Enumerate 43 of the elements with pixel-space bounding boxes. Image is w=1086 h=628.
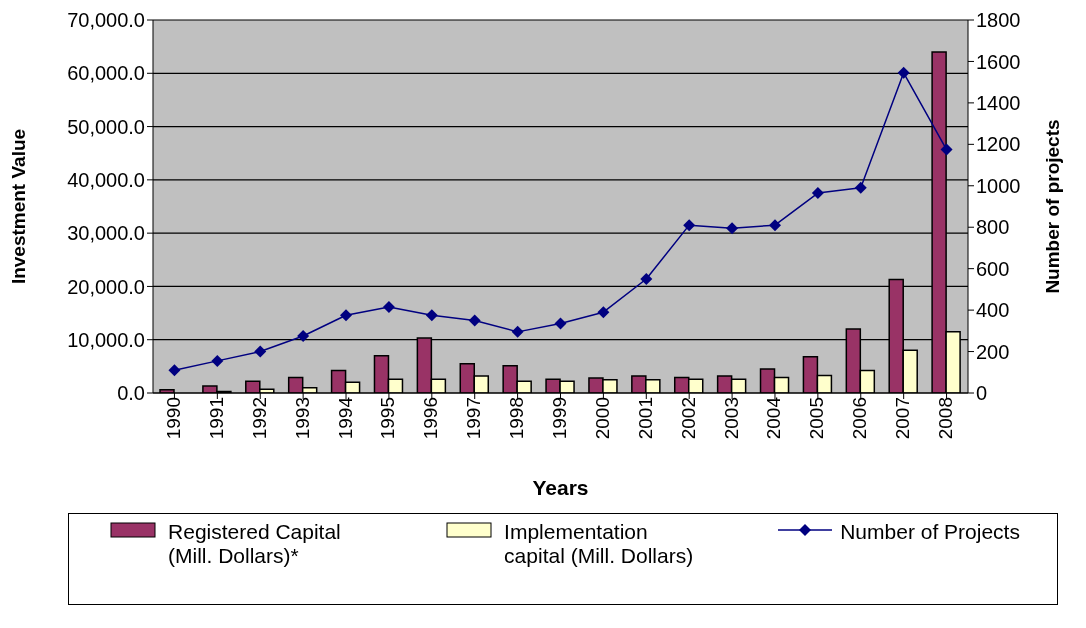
x-tick-label: 1993 <box>291 397 313 440</box>
x-tick-label: 2004 <box>763 396 785 440</box>
legend-label: Implementation capital (Mill. Dollars) <box>504 520 695 568</box>
y-tick-label: 20,000.0 <box>67 275 145 298</box>
x-tick-label: 1998 <box>506 397 528 440</box>
y2-tick-label: 600 <box>976 257 1010 280</box>
y2-tick-label: 200 <box>976 340 1010 363</box>
x-tick-label: 1991 <box>205 397 227 440</box>
legend-label: Registered Capital (Mill. Dollars)* <box>168 520 342 568</box>
y2-tick-label: 1800 <box>976 9 1021 32</box>
x-tick-label: 2005 <box>806 397 828 440</box>
x-tick-label: 1997 <box>463 397 485 440</box>
y-tick-label: 0.0 <box>117 382 145 405</box>
x-axis-title: Years <box>532 476 589 499</box>
x-tick-label: 2006 <box>849 397 871 440</box>
x-tick-label: 2008 <box>935 397 957 440</box>
y-axis-title: Investment Value <box>7 128 29 285</box>
y-tick-label: 10,000.0 <box>67 328 145 351</box>
y2-tick-label: 1000 <box>976 174 1021 197</box>
y2-tick-label: 0 <box>976 382 988 405</box>
y-tick-label: 60,000.0 <box>67 62 145 85</box>
x-tick-label: 2002 <box>677 397 699 440</box>
x-tick-label: 1999 <box>548 397 570 440</box>
x-tick-label: 1996 <box>420 397 442 440</box>
x-tick-label: 1994 <box>334 396 356 440</box>
y-tick-label: 50,000.0 <box>67 115 145 138</box>
y2-tick-label: 800 <box>976 216 1010 239</box>
y2-tick-label: 400 <box>976 299 1010 322</box>
x-tick-label: 2003 <box>720 397 742 440</box>
y2-tick-label: 1200 <box>976 133 1021 156</box>
y-tick-label: 40,000.0 <box>67 168 145 191</box>
x-tick-label: 1992 <box>248 397 270 440</box>
x-tick-label: 1990 <box>162 397 184 440</box>
x-tick-label: 2007 <box>892 397 914 440</box>
y2-tick-label: 1600 <box>976 50 1021 73</box>
x-tick-label: 1995 <box>377 397 399 440</box>
y2-tick-label: 1400 <box>976 91 1021 114</box>
legend-label: Number of Projects <box>840 520 1020 544</box>
y-tick-label: 30,000.0 <box>67 222 145 245</box>
x-tick-label: 2001 <box>634 397 656 440</box>
y2-axis-title: Number of projects <box>1041 119 1063 294</box>
x-tick-label: 2000 <box>591 397 613 440</box>
y-tick-label: 70,000.0 <box>67 9 145 32</box>
